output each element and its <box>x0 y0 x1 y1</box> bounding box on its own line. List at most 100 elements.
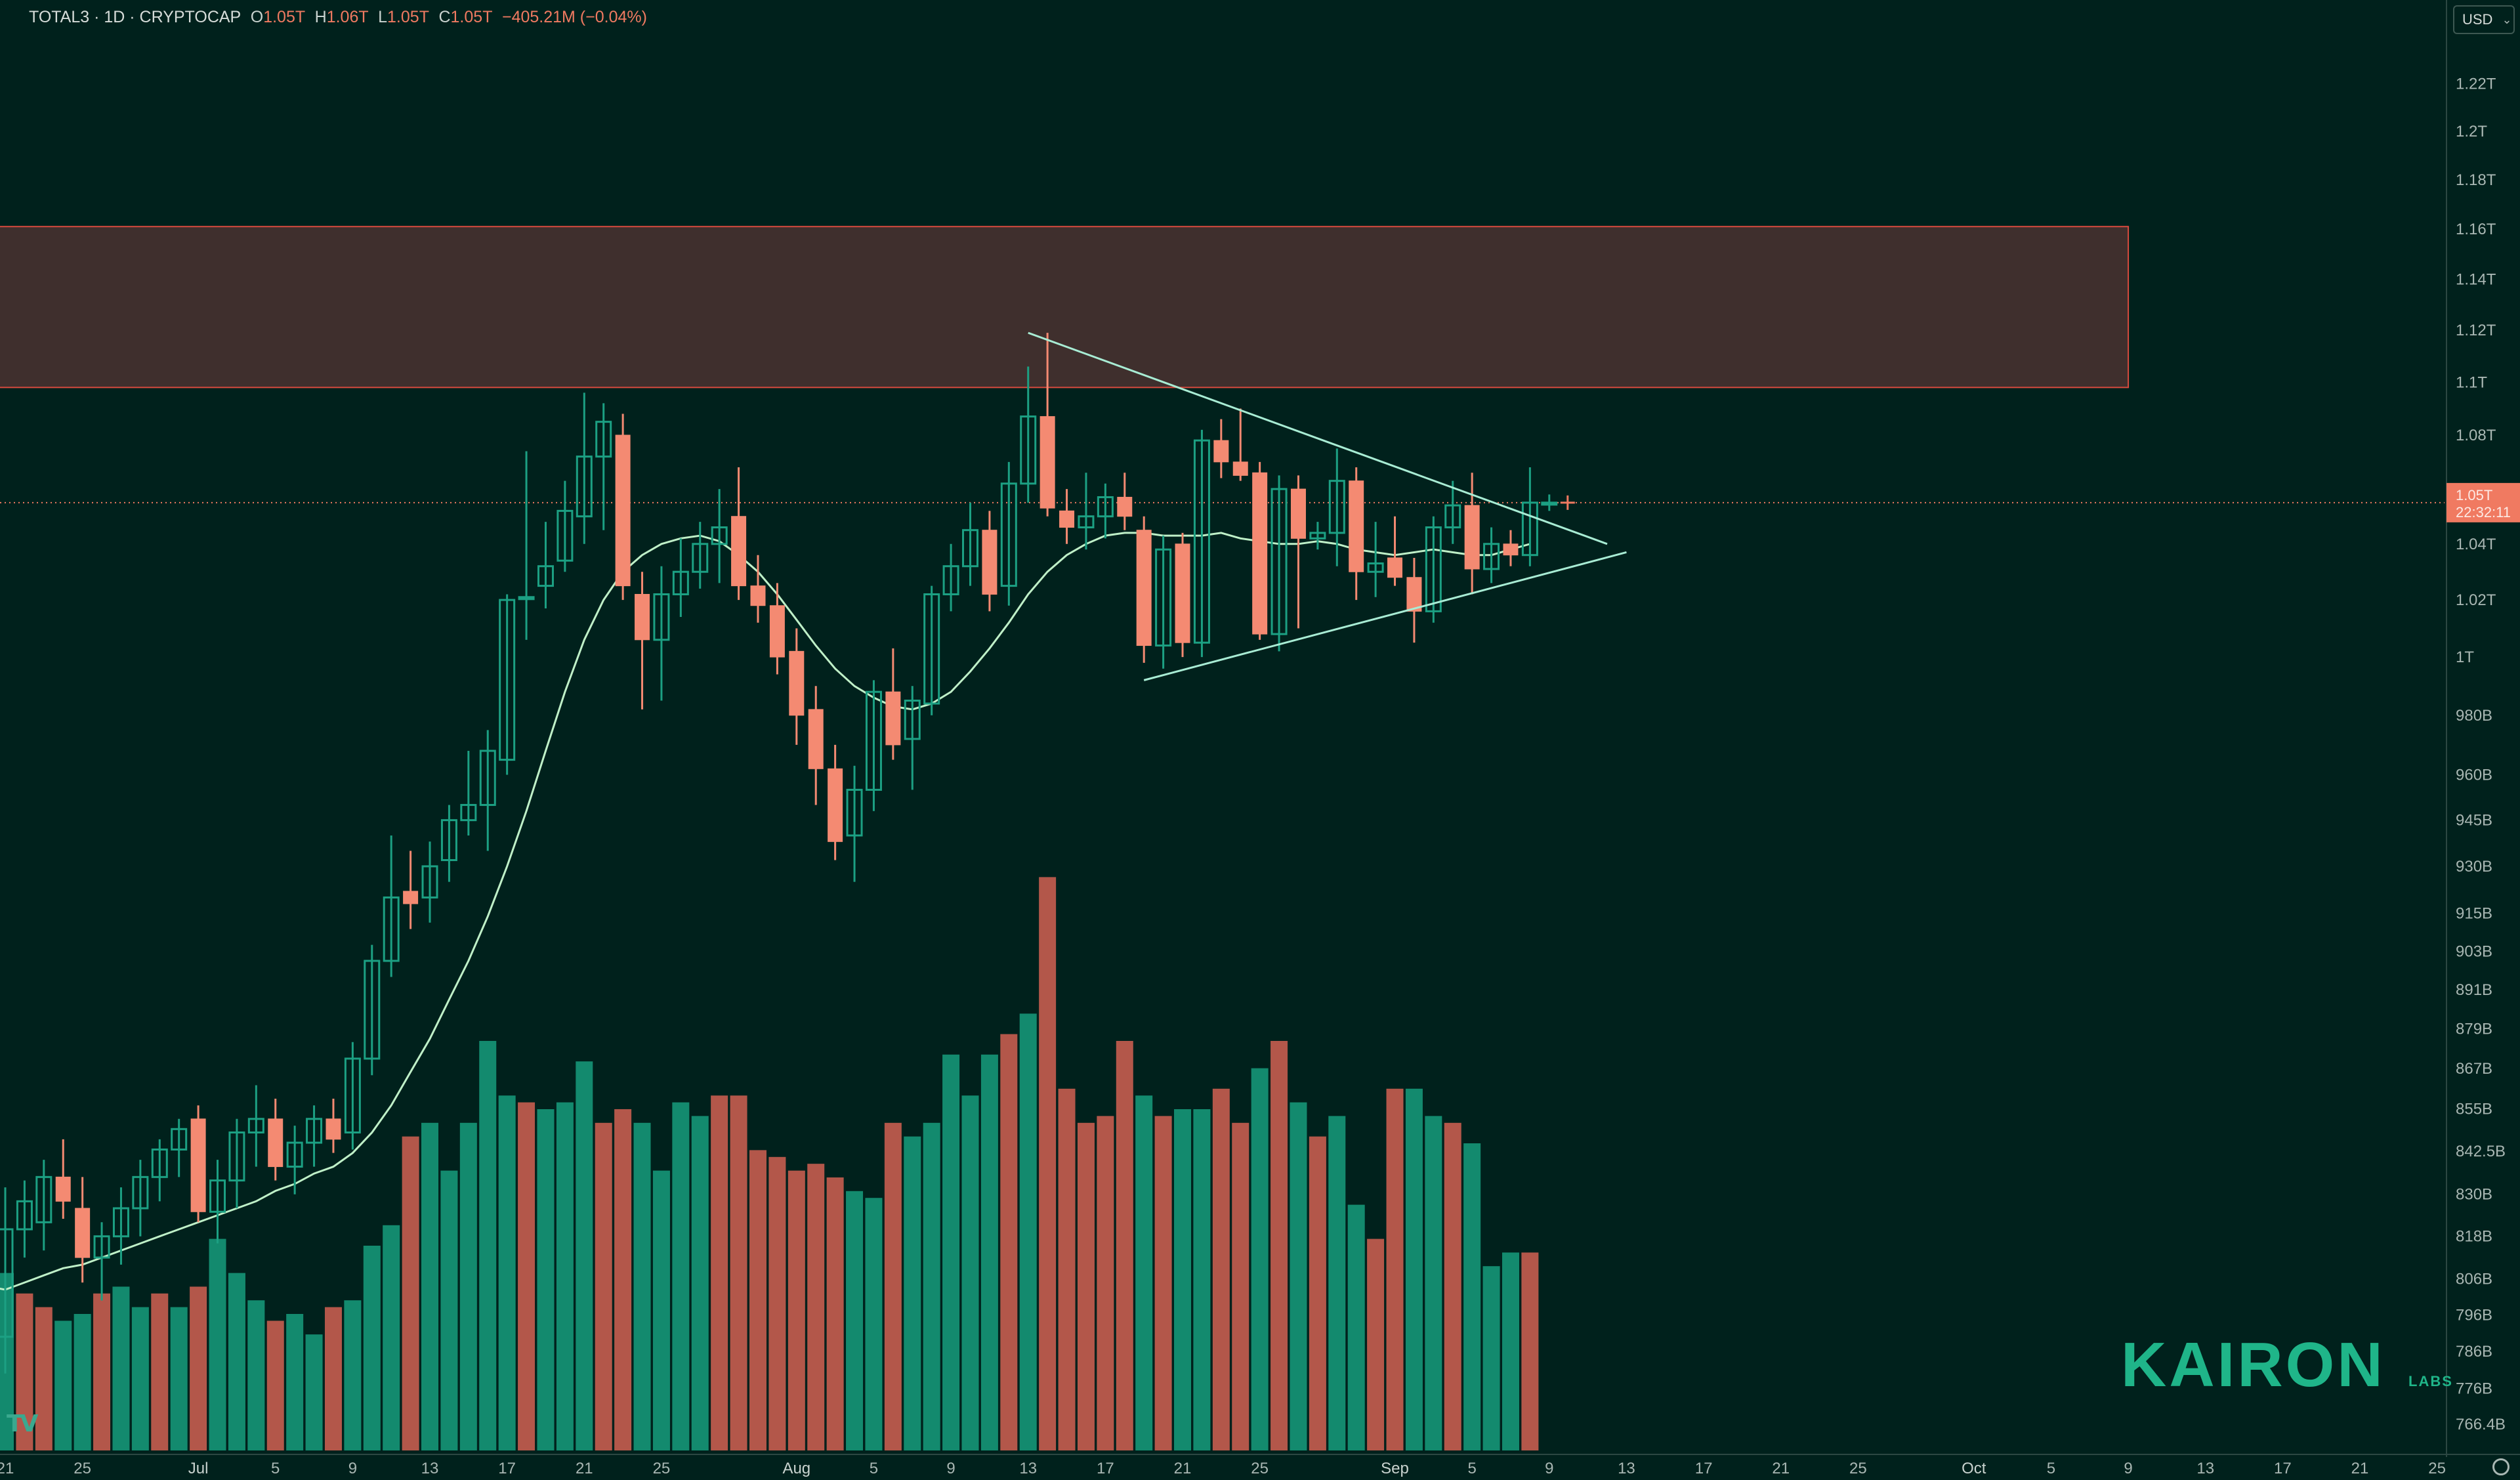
symmetrical-triangle <box>1028 331 1627 681</box>
candle-body <box>711 526 728 545</box>
time-tick-label: 25 <box>1849 1460 1867 1477</box>
time-tick-label: Aug <box>782 1460 810 1477</box>
volume-bar <box>131 1307 149 1450</box>
candle <box>1040 333 1055 517</box>
candle <box>556 480 574 572</box>
candle-body <box>769 605 785 658</box>
time-tick-label: 17 <box>1097 1460 1114 1477</box>
candle <box>769 583 785 675</box>
time-tick-label: 25 <box>1251 1460 1269 1477</box>
time-tick-label: 13 <box>2196 1460 2214 1477</box>
candle-body <box>75 1208 91 1258</box>
candle-body <box>1059 510 1075 528</box>
candle-body <box>750 585 766 606</box>
candle-body <box>55 1176 71 1202</box>
open-label: O <box>250 8 264 26</box>
candle-body <box>1387 557 1403 578</box>
volume-bar <box>730 1095 747 1450</box>
resistance-zone <box>0 226 2130 389</box>
symbol-title[interactable]: TOTAL3 · 1D · CRYPTOCAP <box>29 8 241 26</box>
candle <box>1444 480 1461 544</box>
candle <box>942 543 959 612</box>
time-tick-label: 17 <box>1695 1460 1713 1477</box>
price-axis[interactable]: 1.22T 1.2T 1.18T 1.16T 1.14T 1.12T 1.1T 1.08T 1.… <box>2446 0 2520 1457</box>
time-tick-label: Oct <box>1962 1460 1986 1477</box>
volume-bar <box>93 1293 111 1450</box>
candle <box>209 1160 226 1244</box>
candle-body <box>286 1141 303 1168</box>
volume-bar <box>459 1122 477 1450</box>
candle <box>982 511 998 612</box>
candle <box>711 489 728 583</box>
candle <box>615 413 631 601</box>
time-tick-label: 21 <box>2351 1460 2369 1477</box>
time-tick-label: 17 <box>498 1460 516 1477</box>
candle-body <box>1097 496 1114 518</box>
candle-body <box>1464 505 1480 570</box>
candle <box>1483 527 1500 583</box>
candle <box>364 944 381 1076</box>
candle-body <box>1252 472 1268 635</box>
volume-bar <box>479 1041 497 1450</box>
kairon-wordmark: KAIRON <box>2121 1330 2385 1400</box>
candle <box>499 594 516 775</box>
price-tick-label: 766.4B <box>2456 1416 2506 1433</box>
volume-bar <box>1347 1204 1365 1450</box>
candle <box>635 572 650 709</box>
time-axis[interactable]: 21 25 Jul 5 9 13 17 21 25 Aug 5 9 13 17 21 25 Sep 5 9 13 17 2… <box>0 1454 2520 1477</box>
candle <box>904 686 921 790</box>
price-tick-label: 830B <box>2456 1186 2492 1204</box>
time-tick-label: 9 <box>1545 1460 1553 1477</box>
candle <box>460 750 477 835</box>
candle-body <box>460 803 477 822</box>
candle-body <box>1270 488 1288 635</box>
currency-selector[interactable]: USD ⌄ <box>2453 5 2515 34</box>
price-tick-label: 1T <box>2456 648 2474 666</box>
candle <box>1425 516 1442 623</box>
candle <box>1309 522 1326 550</box>
volume-bar <box>35 1307 52 1450</box>
last-price-badge <box>2446 482 2520 522</box>
open-value: 1.05T <box>263 8 305 26</box>
candle <box>518 451 535 640</box>
tradingview-logo-icon[interactable]: 𝗧𝗩 <box>7 1410 38 1437</box>
candle-body <box>247 1118 264 1133</box>
candle <box>306 1105 323 1167</box>
volume-bar <box>112 1286 130 1450</box>
currency-label: USD <box>2462 11 2493 28</box>
volume-bar <box>652 1170 670 1450</box>
price-tick-label: 1.22T <box>2456 75 2496 93</box>
candle-body <box>499 599 516 761</box>
candle <box>132 1160 149 1237</box>
volume-bar <box>865 1198 883 1450</box>
candle-body <box>1040 416 1055 509</box>
gear-icon[interactable] <box>2492 1458 2510 1475</box>
price-tick-label: 1.02T <box>2456 591 2496 609</box>
candle-body <box>1367 562 1384 573</box>
candle-body <box>132 1175 149 1210</box>
change-value: −405.21M (−0.04%) <box>501 8 647 26</box>
volume-bar <box>923 1122 940 1450</box>
volume-bar <box>1058 1088 1076 1450</box>
volume-bar <box>1077 1122 1095 1450</box>
candle <box>421 841 438 923</box>
volume-bar <box>190 1286 207 1450</box>
close-value: 1.05T <box>450 8 493 26</box>
volume-bar <box>1386 1088 1404 1450</box>
candle-body <box>364 960 381 1060</box>
candle-body <box>576 455 593 518</box>
volume-bar <box>807 1164 825 1450</box>
candle <box>1136 516 1152 663</box>
candle <box>828 744 843 860</box>
candle-body <box>151 1148 168 1178</box>
volume-bar <box>54 1321 72 1450</box>
candle-body <box>228 1131 245 1182</box>
candle-body <box>904 699 921 740</box>
candle <box>808 686 824 805</box>
price-tick-label: 818B <box>2456 1228 2492 1246</box>
volume-bar <box>749 1150 766 1450</box>
price-tick-label: 1.16T <box>2456 221 2496 238</box>
candle <box>383 835 400 977</box>
time-tick-label: 13 <box>1618 1460 1635 1477</box>
